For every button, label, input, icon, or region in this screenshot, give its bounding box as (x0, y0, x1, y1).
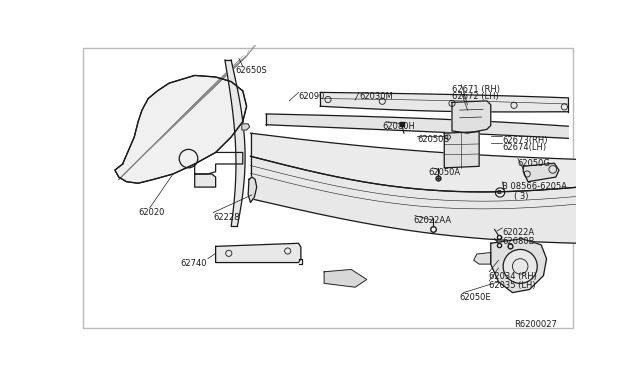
Text: 62674(LH): 62674(LH) (502, 143, 547, 152)
Text: 62673(RH): 62673(RH) (502, 135, 548, 144)
Text: 62080H: 62080H (382, 122, 415, 131)
Polygon shape (320, 92, 568, 112)
Text: R6200027: R6200027 (514, 320, 557, 329)
Polygon shape (248, 177, 257, 202)
Polygon shape (115, 76, 246, 183)
Polygon shape (250, 156, 584, 243)
Text: 62680B: 62680B (502, 237, 535, 246)
Polygon shape (444, 132, 479, 168)
Text: 62030M: 62030M (359, 92, 393, 102)
Polygon shape (266, 114, 568, 138)
Polygon shape (250, 133, 580, 192)
Polygon shape (524, 163, 559, 182)
Text: 62020: 62020 (138, 208, 164, 217)
Text: 62090: 62090 (298, 92, 325, 102)
Polygon shape (452, 101, 491, 133)
Polygon shape (324, 269, 367, 287)
Text: ( 3): ( 3) (514, 192, 529, 201)
Circle shape (503, 250, 537, 283)
Text: 62022A: 62022A (502, 228, 534, 237)
Text: 62022AA: 62022AA (413, 216, 451, 225)
Text: 62650S: 62650S (235, 66, 267, 75)
Text: 62035 (LH): 62035 (LH) (489, 281, 536, 290)
Text: 62034 (RH): 62034 (RH) (489, 272, 537, 281)
Text: 62050G: 62050G (518, 158, 551, 168)
Text: 62050B: 62050B (417, 135, 449, 144)
Polygon shape (195, 174, 216, 187)
Polygon shape (491, 239, 547, 293)
Text: 62672 (LH): 62672 (LH) (452, 92, 499, 102)
Polygon shape (242, 124, 250, 130)
Polygon shape (216, 243, 301, 263)
Polygon shape (225, 60, 245, 225)
Polygon shape (474, 253, 491, 264)
Text: 62671 (RH): 62671 (RH) (452, 85, 500, 94)
Text: B 08566-6205A: B 08566-6205A (502, 182, 568, 191)
Text: 62050A: 62050A (429, 168, 461, 177)
Text: 62050E: 62050E (460, 293, 492, 302)
Text: 62228: 62228 (213, 212, 240, 221)
Text: B: B (497, 190, 502, 195)
Text: 62740: 62740 (180, 259, 207, 268)
